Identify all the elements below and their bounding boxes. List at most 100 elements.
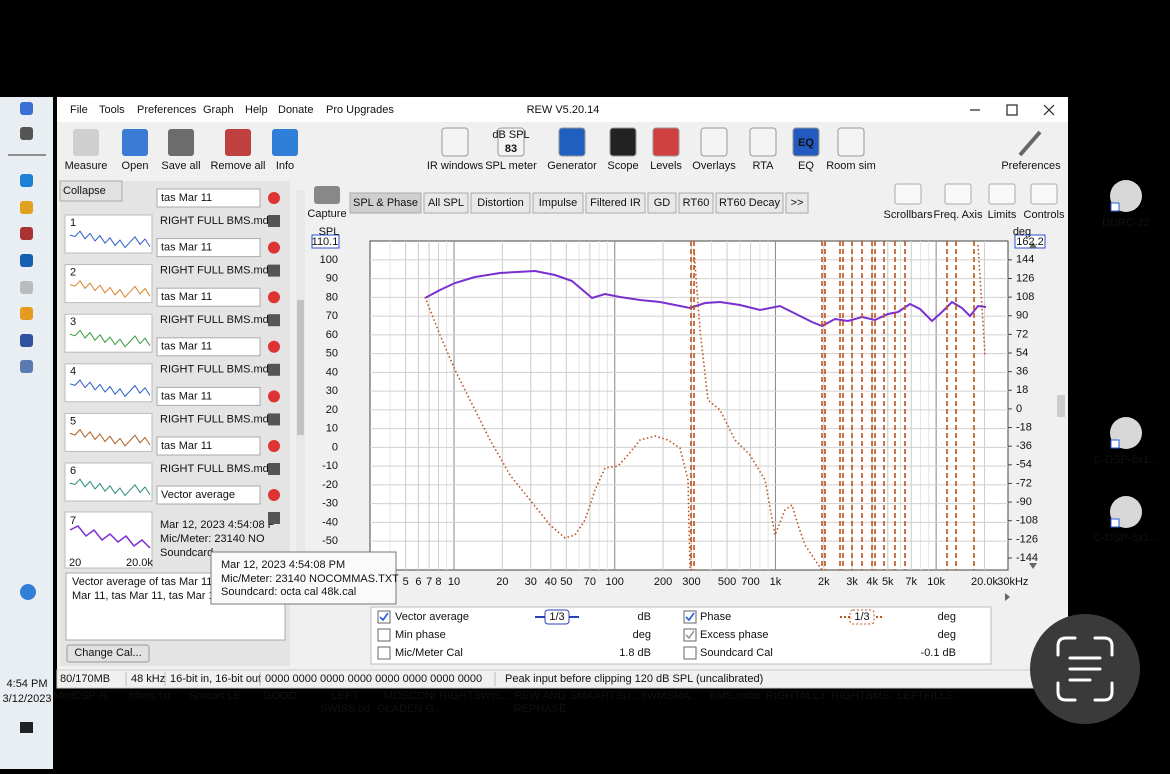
desktop-icon-label[interactable]: Smaart LE xyxy=(189,690,241,702)
tool-icon[interactable] xyxy=(894,183,922,205)
toolbar-label[interactable]: Room sim xyxy=(826,160,876,172)
tool-icon[interactable] xyxy=(944,183,972,205)
name-field[interactable] xyxy=(156,188,261,208)
toolbar-label[interactable]: Preferences xyxy=(1001,160,1061,172)
name-field[interactable] xyxy=(156,436,261,456)
graph-tab[interactable] xyxy=(423,192,469,214)
toolbar-icon[interactable] xyxy=(792,127,820,157)
desktop-icon-label[interactable]: DDRC-22 xyxy=(1102,217,1150,229)
toolbar-label[interactable]: Info xyxy=(276,160,294,172)
desktop-icon-label[interactable]: filters.txt xyxy=(130,690,171,702)
tool-icon[interactable] xyxy=(988,183,1016,205)
remove-button[interactable] xyxy=(268,440,280,452)
capture-label[interactable]: Capture xyxy=(307,208,346,220)
desktop-icon-label[interactable]: GOOO xyxy=(263,690,298,702)
toolbar-icon[interactable] xyxy=(749,127,777,157)
edit-icon[interactable] xyxy=(268,463,280,475)
taskbar-icon[interactable] xyxy=(20,102,33,115)
taskbar-icon[interactable] xyxy=(20,201,33,214)
tool-label[interactable]: Freq. Axis xyxy=(934,209,983,221)
desktop-icon-label[interactable]: SWISS.txt xyxy=(320,703,370,715)
taskbar-icon[interactable] xyxy=(20,307,33,320)
edit-icon[interactable] xyxy=(268,314,280,327)
toolbar-icon[interactable] xyxy=(225,129,251,156)
collapse-button[interactable] xyxy=(59,180,123,202)
thumbnail[interactable] xyxy=(64,313,153,353)
legend-checkbox[interactable] xyxy=(377,646,391,660)
graph-tab[interactable] xyxy=(585,192,646,214)
desktop-icon-label[interactable]: 8WMSMA... xyxy=(641,690,700,702)
desktop-icon-label[interactable]: MiniDSP-R... xyxy=(53,690,117,702)
remove-button[interactable] xyxy=(268,192,280,204)
desktop-icon-label[interactable]: REPHASE xyxy=(514,703,567,715)
desktop-icon-label[interactable]: LEFTFILLS... xyxy=(897,690,962,702)
toolbar-icon[interactable] xyxy=(497,127,525,157)
tool-label[interactable]: Limits xyxy=(988,209,1017,221)
remove-button[interactable] xyxy=(268,489,280,501)
thumbnail[interactable] xyxy=(64,264,153,304)
toolbar-icon[interactable] xyxy=(558,127,586,157)
smoothing-box[interactable] xyxy=(544,609,570,625)
toolbar-label[interactable]: EQ xyxy=(798,160,814,172)
toolbar-label[interactable]: Open xyxy=(122,160,149,172)
remove-button[interactable] xyxy=(268,390,280,403)
menu-item[interactable]: Pro Upgrades xyxy=(326,104,394,116)
graph-tab[interactable] xyxy=(470,192,531,214)
thumbnail[interactable] xyxy=(64,462,153,502)
desktop-icon-label[interactable]: C-DSP-8x1... xyxy=(1094,532,1159,544)
change-cal-button[interactable] xyxy=(66,644,150,663)
toolbar-icon[interactable] xyxy=(441,127,469,157)
graph-tab[interactable] xyxy=(532,192,584,214)
edit-icon[interactable] xyxy=(268,413,280,426)
tool-label[interactable]: Scrollbars xyxy=(884,209,933,221)
taskbar-icon[interactable] xyxy=(20,281,33,294)
menu-item[interactable]: Donate xyxy=(278,104,313,116)
toolbar-label[interactable]: Remove all xyxy=(210,160,265,172)
graph-tab[interactable] xyxy=(678,192,714,214)
taskbar-icon[interactable] xyxy=(20,254,33,267)
toolbar-icon[interactable] xyxy=(837,127,865,157)
taskbar-icon[interactable] xyxy=(20,174,33,187)
desktop-icon-label[interactable]: RIGHTALL.r... xyxy=(766,690,834,702)
taskbar-icon[interactable] xyxy=(20,334,33,347)
legend-checkbox[interactable] xyxy=(377,628,391,642)
desktop-icon-label[interactable]: RIGHTSWIS... xyxy=(439,690,511,702)
menu-item[interactable]: Graph xyxy=(203,104,234,116)
toolbar-label[interactable]: SPL meter xyxy=(485,160,537,172)
remove-button[interactable] xyxy=(268,241,280,254)
graph-tab[interactable] xyxy=(349,192,422,214)
graph-tab[interactable] xyxy=(785,192,809,214)
thumbnail[interactable] xyxy=(64,214,153,254)
remove-button[interactable] xyxy=(268,291,280,304)
name-field[interactable] xyxy=(156,386,261,406)
y-top-box[interactable] xyxy=(311,234,340,249)
toolbar-icon[interactable] xyxy=(73,129,99,156)
menu-item[interactable]: Help xyxy=(245,104,268,116)
tool-icon[interactable] xyxy=(1030,183,1058,205)
graph-tab[interactable] xyxy=(715,192,784,214)
notification-icon[interactable] xyxy=(20,722,33,733)
edit-icon[interactable] xyxy=(268,264,280,277)
toolbar-label[interactable]: Save all xyxy=(161,160,200,172)
toolbar-label[interactable]: Measure xyxy=(65,160,108,172)
edit-icon[interactable] xyxy=(268,215,280,227)
toolbar-label[interactable]: Overlays xyxy=(692,160,736,172)
edit-icon[interactable] xyxy=(268,363,280,376)
thumbnail[interactable] xyxy=(64,363,153,403)
sidebar-scroll-thumb[interactable] xyxy=(297,300,304,435)
menu-item[interactable]: Preferences xyxy=(137,104,197,116)
help-icon[interactable] xyxy=(20,584,36,600)
capture-icon[interactable] xyxy=(314,186,340,204)
thumbnail[interactable] xyxy=(64,511,153,569)
remove-button[interactable] xyxy=(268,340,280,353)
legend-checkbox[interactable] xyxy=(683,646,697,660)
name-field[interactable] xyxy=(156,238,261,258)
menu-item[interactable]: Tools xyxy=(99,104,125,116)
desktop-icon-label[interactable]: SMAARTSU... xyxy=(570,690,640,702)
desktop-icon-label[interactable]: MOSCONI xyxy=(384,690,437,702)
desktop-icon-label[interactable]: C-DSP-8x1... xyxy=(1094,454,1159,466)
name-field[interactable] xyxy=(156,337,261,357)
toolbar-icon[interactable] xyxy=(272,129,298,156)
desktop-icon-label[interactable]: RIGHTBMS... xyxy=(831,690,898,702)
toolbar-label[interactable]: Scope xyxy=(607,160,638,172)
